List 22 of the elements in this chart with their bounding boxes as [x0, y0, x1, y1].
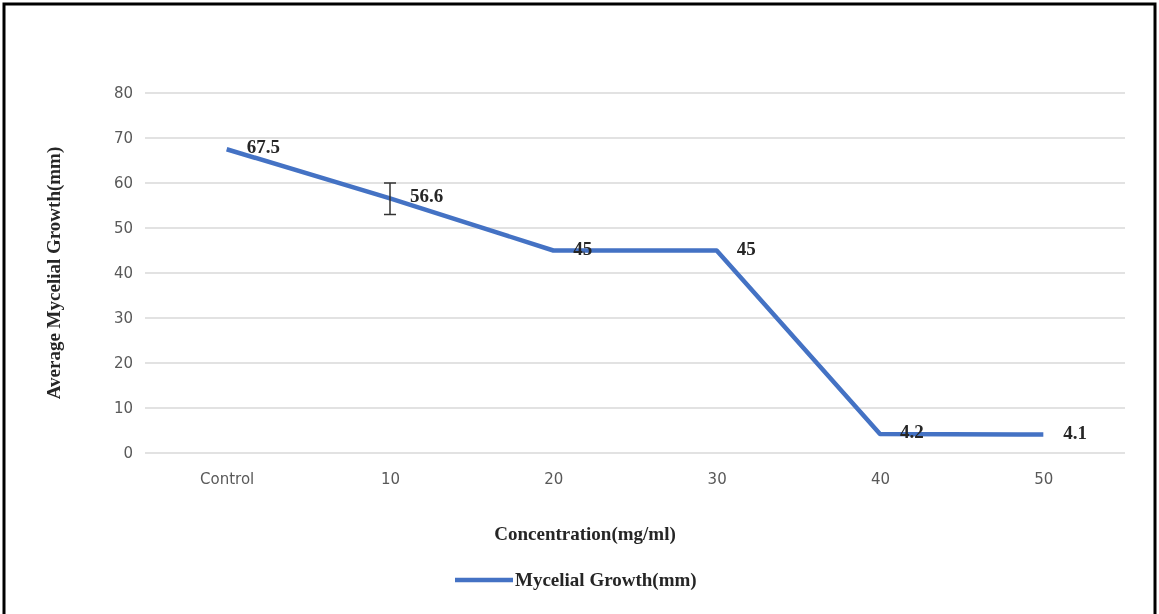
y-tick-label: 40 [113, 264, 133, 283]
data-label: 45 [736, 237, 756, 259]
data-label: 67.5 [246, 136, 280, 158]
x-tick-label: 40 [870, 469, 891, 488]
y-tick-label: 60 [113, 174, 133, 193]
y-tick-label: 30 [113, 309, 133, 328]
x-tick-label: Control [200, 469, 255, 488]
y-tick-label: 70 [113, 129, 133, 148]
y-axis-title: Average Mycelial Growth(mm) [43, 146, 65, 400]
x-tick-label: 50 [1034, 469, 1054, 488]
x-tick-label: 30 [707, 469, 727, 488]
y-tick-label: 0 [123, 444, 133, 463]
legend-label: Mycelial Growth(mm) [515, 569, 697, 591]
x-tick-label: 20 [544, 469, 564, 488]
x-axis-title: Concentration(mg/ml) [494, 523, 676, 545]
data-label: 4.1 [1063, 421, 1088, 443]
x-tick-label: 10 [380, 469, 401, 488]
y-tick-label: 50 [113, 219, 133, 238]
data-label: 56.6 [410, 185, 444, 207]
y-tick-label: 20 [113, 354, 133, 373]
y-tick-label: 80 [113, 84, 133, 103]
y-tick-label: 10 [113, 399, 133, 418]
